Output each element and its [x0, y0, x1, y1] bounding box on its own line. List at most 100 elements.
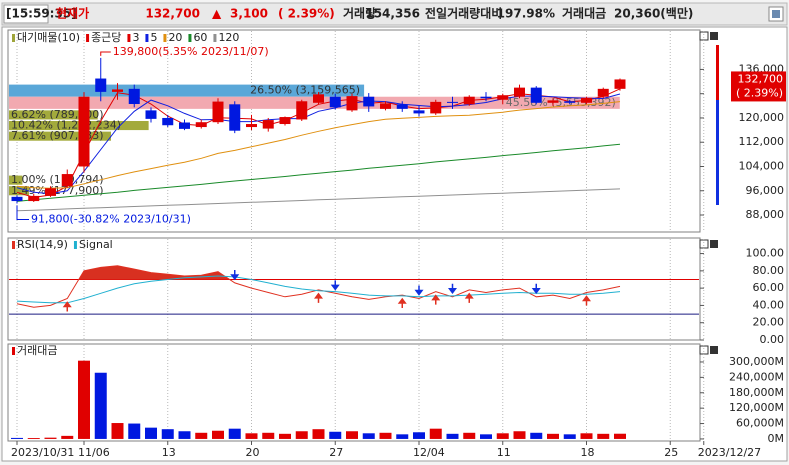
amount-bar — [563, 434, 576, 439]
indicator-line — [16, 275, 621, 304]
amount-bar — [128, 423, 141, 439]
supply-label: 7.61% (907,933) — [11, 129, 104, 142]
candle-body — [514, 87, 525, 97]
panel-maximize[interactable] — [699, 345, 709, 355]
legend-label: RSI(14,9) — [17, 238, 68, 251]
y-tick-label: 60.00 — [753, 281, 785, 294]
x-tick-label: 2023/12/27 — [698, 446, 761, 459]
cross-signal — [582, 295, 591, 306]
panel-close[interactable] — [710, 240, 718, 248]
y-tick-label: 300,000M — [729, 355, 784, 368]
candle-body — [581, 97, 592, 103]
supply-bar — [9, 175, 23, 185]
panel-maximize[interactable] — [699, 31, 709, 41]
y-tick-label: 60,000M — [736, 417, 784, 430]
candle-body — [296, 101, 308, 120]
header-bar — [1, 2, 788, 26]
legend-label: 120 — [218, 31, 239, 44]
amount-bar — [396, 434, 409, 439]
amount-bar — [496, 433, 509, 439]
candle-body — [313, 94, 324, 103]
candle-body — [530, 87, 542, 103]
amount-label: 거래대금 — [562, 6, 606, 21]
legend-label: 5 — [150, 31, 157, 44]
supply-label: 1.49% (177,900) — [11, 184, 104, 197]
volume-label: 거래량 — [343, 6, 376, 21]
y-tick-label: 88,000 — [746, 208, 785, 221]
change-arrow: ▲ — [212, 7, 222, 21]
legend-label: Signal — [79, 238, 113, 251]
amount-bar — [61, 435, 74, 439]
candle-body — [279, 117, 291, 125]
day-range-down — [716, 100, 719, 205]
amount-bar — [614, 433, 626, 439]
y-tick-label: 100.00 — [746, 247, 785, 260]
amount-bar — [94, 372, 107, 439]
cross-signal — [531, 283, 541, 295]
amount-bar — [279, 433, 291, 439]
candle-body — [212, 101, 224, 123]
indicator-line — [16, 265, 621, 308]
x-tick-label: 11/06 — [78, 446, 110, 459]
amount-bar — [597, 433, 610, 439]
min-leader — [16, 205, 29, 220]
legend-marker — [86, 34, 90, 42]
amount-bar — [145, 427, 157, 439]
amount-bar — [429, 428, 442, 439]
day-range-up — [716, 45, 719, 100]
cross-signal — [62, 301, 72, 312]
y-tick-label: 180,000M — [729, 386, 784, 399]
change-percent: ( 2.39%) — [278, 7, 335, 21]
candle-body — [463, 96, 475, 105]
moving-average — [16, 143, 621, 202]
candle-body — [145, 110, 157, 119]
ratio: 197.98% — [497, 7, 555, 21]
candle-body — [128, 88, 140, 105]
amount-bar — [27, 438, 40, 439]
price-label: 현재가 — [56, 6, 89, 21]
y-tick-label: 0M — [768, 432, 785, 445]
panel-close[interactable] — [710, 32, 718, 40]
legend-marker — [145, 34, 149, 42]
candle-body — [329, 96, 341, 108]
candle-body — [262, 120, 274, 129]
candle-body — [497, 95, 509, 100]
legend-marker — [12, 347, 15, 355]
legend-label: 3 — [132, 31, 139, 44]
cross-signal — [414, 285, 424, 296]
candle-body — [179, 122, 190, 129]
amount-bar — [463, 432, 476, 439]
amount-bar — [228, 428, 241, 439]
supply-label: 1.00% (119,794) — [11, 173, 104, 186]
amount-bar — [195, 432, 208, 439]
amount-bar — [530, 432, 543, 439]
amount-bar — [312, 429, 325, 439]
candle-body — [430, 101, 442, 114]
candle-body — [229, 104, 241, 131]
supply-label: 10.42% (1,242,234) — [11, 119, 121, 132]
candle-body — [11, 196, 23, 202]
amount-bar — [245, 433, 258, 439]
candle-body — [413, 110, 425, 114]
moving-average — [16, 101, 621, 189]
candle-body — [614, 79, 626, 89]
moving-average — [16, 188, 621, 212]
panel-maximize[interactable] — [699, 239, 709, 249]
legend-label: 20 — [168, 31, 182, 44]
amount-bar — [262, 432, 275, 439]
panel-close[interactable] — [710, 346, 718, 354]
y-tick-label: 120,000M — [729, 401, 784, 414]
legend-label: 거래대금 — [17, 344, 57, 357]
cross-signal — [314, 292, 323, 303]
y-tick-label: 104,000 — [739, 159, 785, 172]
time-box — [3, 4, 49, 24]
candle-body — [162, 117, 174, 126]
current-price-box — [731, 71, 786, 102]
candle-body — [547, 100, 559, 103]
amount-bar — [78, 360, 90, 439]
x-tick-label: 13 — [162, 446, 176, 459]
y-tick-label: 120,000 — [739, 111, 785, 124]
y-tick-label: 112,000 — [739, 135, 785, 148]
amount-bar — [547, 433, 559, 439]
amount-bar — [178, 431, 191, 439]
